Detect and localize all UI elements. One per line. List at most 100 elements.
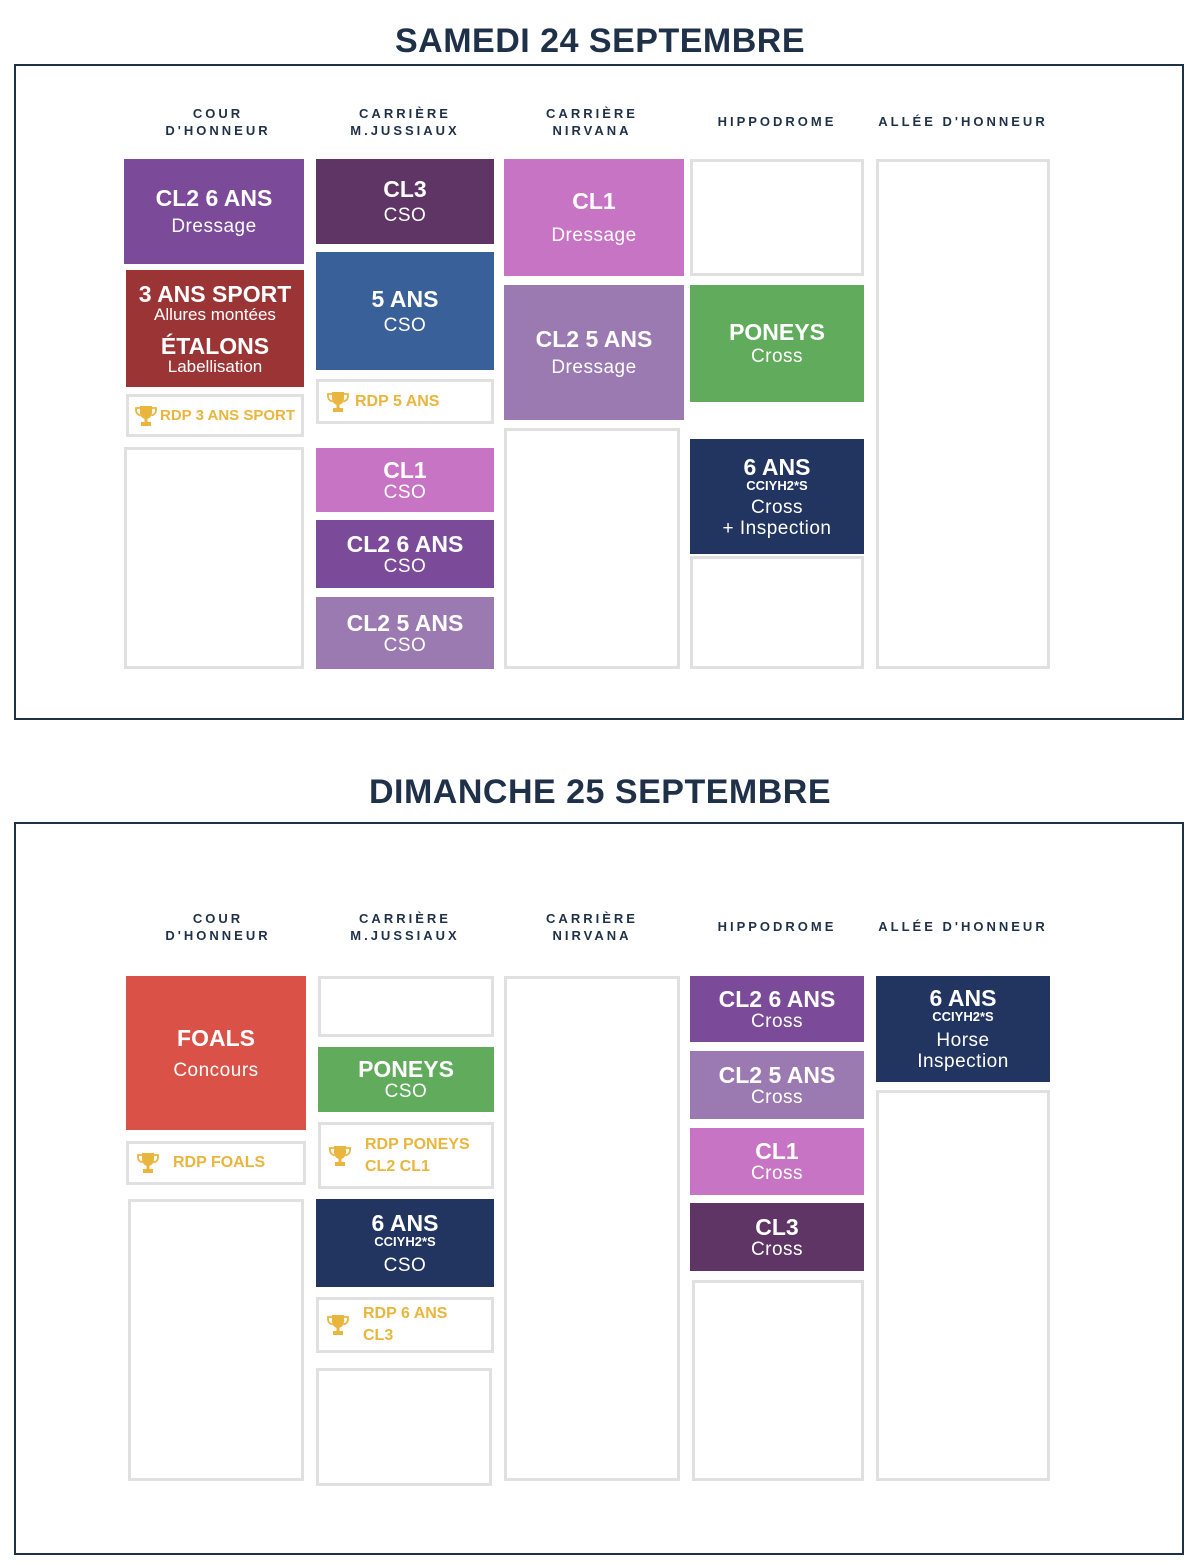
sun-hippodrome-cl1-block: CL1 Cross xyxy=(690,1128,864,1195)
block-subtitle: Cross xyxy=(750,1238,804,1260)
sat-jussiaux-cl2-5ans-block: CL2 5 ANS CSO xyxy=(316,597,494,669)
block-subtitle: Dressage xyxy=(171,216,257,237)
sun-hippodrome-cl2-6ans-block: CL2 6 ANS Cross xyxy=(690,976,864,1042)
block-subtitle-2: Labellisation xyxy=(167,356,263,376)
sat-jussiaux-rdp: RDP 5 ANS xyxy=(316,379,494,424)
sun-jussiaux-rdp-1: RDP PONEYS CL2 CL1 xyxy=(318,1122,494,1189)
sun-col-allee: ALLÉE D'HONNEUR xyxy=(878,919,1048,934)
sat-col-allee: ALLÉE D'HONNEUR xyxy=(878,114,1048,129)
block-title: CL1 xyxy=(572,188,616,214)
trophy-icon xyxy=(137,1153,159,1173)
sat-jussiaux-cl2-6ans-block: CL2 6 ANS CSO xyxy=(316,520,494,588)
sun-col-jussiaux: CARRIÈRE M.JUSSIAUX xyxy=(350,911,460,943)
sun-allee-6ans-block: 6 ANS CCIYH2*S Horse Inspection xyxy=(876,976,1050,1082)
block-title: 3 ANS SPORT xyxy=(138,280,292,307)
block-title: PONEYS xyxy=(358,1056,454,1082)
sun-col-cour: COUR D'HONNEUR xyxy=(165,911,271,943)
rdp-label: RDP 5 ANS xyxy=(355,392,440,410)
block-subtitle: CSO xyxy=(383,1254,427,1276)
block-title: CL2 5 ANS xyxy=(535,326,653,352)
sat-cour-empty-slot xyxy=(124,447,304,669)
block-title: 6 ANS xyxy=(371,1209,439,1236)
sun-cour-rdp: RDP FOALS xyxy=(126,1141,306,1185)
sun-cour-empty-slot xyxy=(128,1199,304,1481)
sun-jussiaux-empty-slot-1 xyxy=(318,976,494,1037)
sun-hippodrome-empty-slot xyxy=(692,1280,864,1481)
sun-col-nirvana: CARRIÈRE NIRVANA xyxy=(546,911,638,943)
block-subtitle: Cross xyxy=(750,346,804,367)
block-subtitle: CSO xyxy=(384,1081,428,1102)
rdp-label: RDP 3 ANS SPORT xyxy=(160,406,296,424)
trophy-icon xyxy=(135,405,157,426)
sat-col-jussiaux: CARRIÈRE M.JUSSIAUX xyxy=(350,106,460,138)
block-subtitle: Allures montées xyxy=(154,304,276,324)
trophy-icon xyxy=(327,391,349,412)
block-category: CCIYH2*S xyxy=(932,1009,994,1024)
sat-allee-empty-slot xyxy=(876,159,1050,669)
sun-col-hippodrome: HIPPODROME xyxy=(717,919,837,934)
block-subtitle: CSO xyxy=(383,205,427,226)
block-category: CCIYH2*S xyxy=(374,1233,436,1249)
block-subtitle: Cross xyxy=(750,1010,804,1032)
block-subtitle: Cross xyxy=(750,496,804,518)
sun-cour-foals-block: FOALS Concours xyxy=(126,976,306,1130)
sat-col-nirvana: CARRIÈRE NIRVANA xyxy=(546,106,638,138)
sun-jussiaux-rdp-2: RDP 6 ANS CL3 xyxy=(316,1297,494,1353)
sun-jussiaux-poneys-block: PONEYS CSO xyxy=(318,1047,494,1112)
rdp-label: RDP FOALS xyxy=(173,1154,266,1171)
block-title: CL3 xyxy=(383,176,427,202)
sat-hippodrome-6ans-block: 6 ANS CCIYH2*S Cross + Inspection xyxy=(690,439,864,554)
block-subtitle: Dressage xyxy=(551,225,637,246)
sun-nirvana-empty-slot xyxy=(504,976,680,1481)
sun-allee-empty-slot xyxy=(876,1090,1050,1481)
sat-col-hippodrome: HIPPODROME xyxy=(717,114,837,129)
trophy-icon xyxy=(327,1315,349,1335)
sat-jussiaux-5ans-block: 5 ANS CSO xyxy=(316,252,494,370)
sun-hippodrome-cl3-block: CL3 Cross xyxy=(690,1203,864,1271)
rdp-label: RDP PONEYS CL2 CL1 xyxy=(365,1135,470,1175)
sat-nirvana-cl1-block: CL1 Dressage xyxy=(504,159,684,276)
block-subtitle: CSO xyxy=(383,555,427,577)
block-subtitle: Dressage xyxy=(551,357,637,378)
block-title: CL2 6 ANS xyxy=(718,985,836,1012)
block-category: CCIYH2*S xyxy=(746,477,808,493)
saturday-title: SAMEDI 24 SEPTEMBRE xyxy=(394,22,806,60)
block-title: CL1 xyxy=(383,456,427,483)
block-subtitle: CSO xyxy=(383,634,427,656)
block-subtitle: Horse xyxy=(936,1030,990,1051)
sun-hippodrome-cl2-5ans-block: CL2 5 ANS Cross xyxy=(690,1051,864,1119)
block-title: CL2 5 ANS xyxy=(346,609,464,636)
sat-cour-rdp: RDP 3 ANS SPORT xyxy=(126,394,304,437)
sat-jussiaux-cl3-block: CL3 CSO xyxy=(316,159,494,244)
block-title: 5 ANS xyxy=(371,285,439,312)
block-title: CL2 5 ANS xyxy=(718,1061,836,1088)
block-subtitle: Cross xyxy=(750,1086,804,1108)
trophy-icon xyxy=(329,1145,351,1166)
sat-cour-3ans-etalons-block: 3 ANS SPORT Allures montées ÉTALONS Labe… xyxy=(126,270,304,387)
block-title: CL2 6 ANS xyxy=(346,530,464,557)
block-subtitle: CSO xyxy=(383,314,427,336)
block-subtitle: Cross xyxy=(750,1163,804,1184)
block-title-2: ÉTALONS xyxy=(160,332,270,359)
sat-hippodrome-empty-slot-1 xyxy=(690,159,864,276)
block-subtitle: CSO xyxy=(383,481,427,503)
sat-nirvana-cl2-5ans-block: CL2 5 ANS Dressage xyxy=(504,285,684,420)
block-title: FOALS xyxy=(177,1024,255,1051)
sun-jussiaux-empty-slot-2 xyxy=(316,1368,492,1486)
block-subtitle: Concours xyxy=(173,1059,259,1081)
sat-col-cour: COUR D'HONNEUR xyxy=(165,106,271,138)
sat-hippodrome-poneys-block: PONEYS Cross xyxy=(690,285,864,402)
block-subtitle-2: + Inspection xyxy=(722,517,832,539)
sunday-title: DIMANCHE 25 SEPTEMBRE xyxy=(368,773,831,811)
sat-cour-cl2-6ans-block: CL2 6 ANS Dressage xyxy=(124,159,304,264)
block-subtitle-2: Inspection xyxy=(917,1051,1009,1072)
block-title: CL3 xyxy=(755,1213,799,1240)
block-title: PONEYS xyxy=(729,319,825,345)
rdp-label: RDP 6 ANS CL3 xyxy=(363,1305,448,1344)
block-title: 6 ANS xyxy=(929,985,997,1011)
block-title: CL1 xyxy=(755,1138,799,1164)
sat-hippodrome-empty-slot-2 xyxy=(690,556,864,669)
sat-nirvana-empty-slot xyxy=(504,428,680,669)
block-title: CL2 6 ANS xyxy=(155,185,273,211)
sun-jussiaux-6ans-block: 6 ANS CCIYH2*S CSO xyxy=(316,1199,494,1287)
